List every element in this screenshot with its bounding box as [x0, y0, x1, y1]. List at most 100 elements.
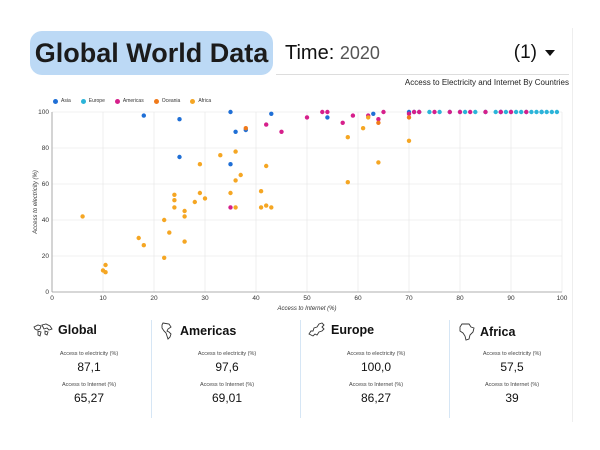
- data-point-americas: [417, 109, 422, 115]
- data-point-africa: [376, 160, 381, 165]
- data-point-africa: [172, 198, 177, 203]
- data-point-africa: [218, 153, 223, 158]
- data-point-africa: [366, 115, 371, 120]
- data-point-americas: [228, 205, 233, 210]
- data-point-africa: [264, 163, 269, 169]
- data-point-americas: [304, 115, 310, 120]
- card-divider: [151, 320, 152, 418]
- data-point-africa: [162, 217, 167, 223]
- legend-item-oceania: Oceania: [153, 98, 181, 104]
- x-tick-label: 70: [405, 295, 413, 302]
- data-point-europe: [549, 109, 554, 115]
- data-point-africa: [167, 230, 172, 235]
- data-point-africa: [202, 196, 208, 201]
- data-point-africa: [80, 214, 85, 219]
- data-point-americas: [340, 120, 345, 126]
- data-point-africa: [233, 149, 238, 154]
- data-point-africa: [103, 270, 108, 275]
- data-point-africa: [360, 126, 366, 131]
- data-point-europe: [493, 109, 498, 115]
- data-point-africa: [258, 189, 264, 194]
- stat-card-header: Africa: [458, 322, 515, 342]
- y-tick-label: 60: [42, 181, 50, 188]
- data-point-americas: [457, 109, 463, 115]
- legend-label: Oceania: [161, 98, 181, 104]
- data-point-asia: [325, 115, 330, 120]
- internet-value: 65,27: [73, 391, 105, 405]
- data-point-americas: [411, 109, 417, 115]
- data-point-asia: [141, 113, 146, 118]
- data-point-africa: [233, 178, 238, 183]
- x-tick-label: 50: [303, 295, 311, 302]
- stat-card-title: Americas: [180, 324, 237, 338]
- internet-label: Access to Internet (%): [199, 382, 255, 388]
- data-point-asia: [228, 162, 233, 167]
- internet-label: Access to Internet (%): [348, 382, 404, 388]
- data-point-europe: [534, 109, 539, 115]
- data-point-americas: [468, 109, 473, 115]
- data-point-africa: [172, 205, 177, 210]
- electricity-value: 57,5: [500, 360, 524, 374]
- data-point-americas: [264, 122, 269, 127]
- x-tick-label: 100: [557, 295, 568, 302]
- data-point-africa: [258, 205, 264, 210]
- data-point-europe: [513, 109, 519, 115]
- stat-card-header: Americas: [160, 322, 236, 340]
- data-point-europe: [544, 109, 549, 115]
- internet-value: 69,01: [211, 391, 243, 405]
- time-filter[interactable]: Time: 2020 (1): [276, 34, 569, 75]
- chart-title: Access to Electricity and Internet By Co…: [404, 78, 569, 87]
- legend-dot: [190, 98, 196, 104]
- data-point-europe: [437, 109, 442, 115]
- time-label: Time: 2020: [285, 42, 380, 65]
- time-value: 2020: [339, 43, 380, 63]
- data-point-oceania: [376, 120, 381, 126]
- electricity-label: Access to electricity (%): [482, 351, 542, 357]
- y-tick-label: 0: [45, 289, 49, 296]
- card-divider: [300, 320, 301, 418]
- data-point-europe: [462, 109, 468, 115]
- data-point-europe: [539, 109, 544, 115]
- x-tick-label: 10: [99, 295, 107, 302]
- y-tick-label: 80: [42, 145, 50, 152]
- data-point-americas: [325, 109, 330, 115]
- stat-card-title: Europe: [331, 323, 375, 337]
- legend-dot: [80, 98, 86, 104]
- data-point-africa: [182, 208, 187, 214]
- x-tick-label: 60: [354, 295, 362, 302]
- data-point-europe: [427, 109, 432, 115]
- stat-card-americas: Americas Access to electricity (%) 97,6 …: [154, 316, 300, 420]
- data-point-europe: [554, 109, 560, 115]
- stat-card-header: Global: [32, 322, 97, 338]
- internet-value: 39: [505, 391, 519, 405]
- data-point-africa: [182, 214, 187, 219]
- data-point-oceania: [243, 126, 248, 131]
- y-tick-label: 100: [38, 109, 49, 116]
- legend-item-africa: Africa: [190, 98, 211, 104]
- data-point-africa: [182, 239, 187, 244]
- internet-value: 86,27: [360, 391, 392, 405]
- data-point-africa: [238, 172, 243, 178]
- chevron-down-icon: [545, 49, 555, 56]
- electricity-label: Access to electricity (%): [346, 351, 406, 357]
- legend-label: Africa: [198, 98, 212, 104]
- data-point-africa: [136, 235, 141, 241]
- data-point-americas: [279, 129, 284, 134]
- data-point-africa: [172, 192, 177, 197]
- data-point-americas: [350, 113, 356, 118]
- data-point-asia: [269, 111, 274, 117]
- data-point-africa: [162, 255, 167, 260]
- stat-card-header: Europe: [307, 322, 374, 338]
- data-point-africa: [197, 162, 203, 167]
- data-point-americas: [483, 109, 488, 115]
- y-tick-label: 20: [42, 253, 50, 260]
- legend-item-americas: Americas: [114, 98, 144, 104]
- y-tick-label: 40: [42, 217, 50, 224]
- data-point-africa: [345, 180, 350, 185]
- internet-label: Access to Internet (%): [61, 382, 117, 388]
- legend-label: Americas: [122, 98, 144, 104]
- time-selector-dropdown[interactable]: (1): [514, 42, 555, 64]
- americas-map-icon: [161, 322, 172, 340]
- data-point-americas: [508, 109, 514, 115]
